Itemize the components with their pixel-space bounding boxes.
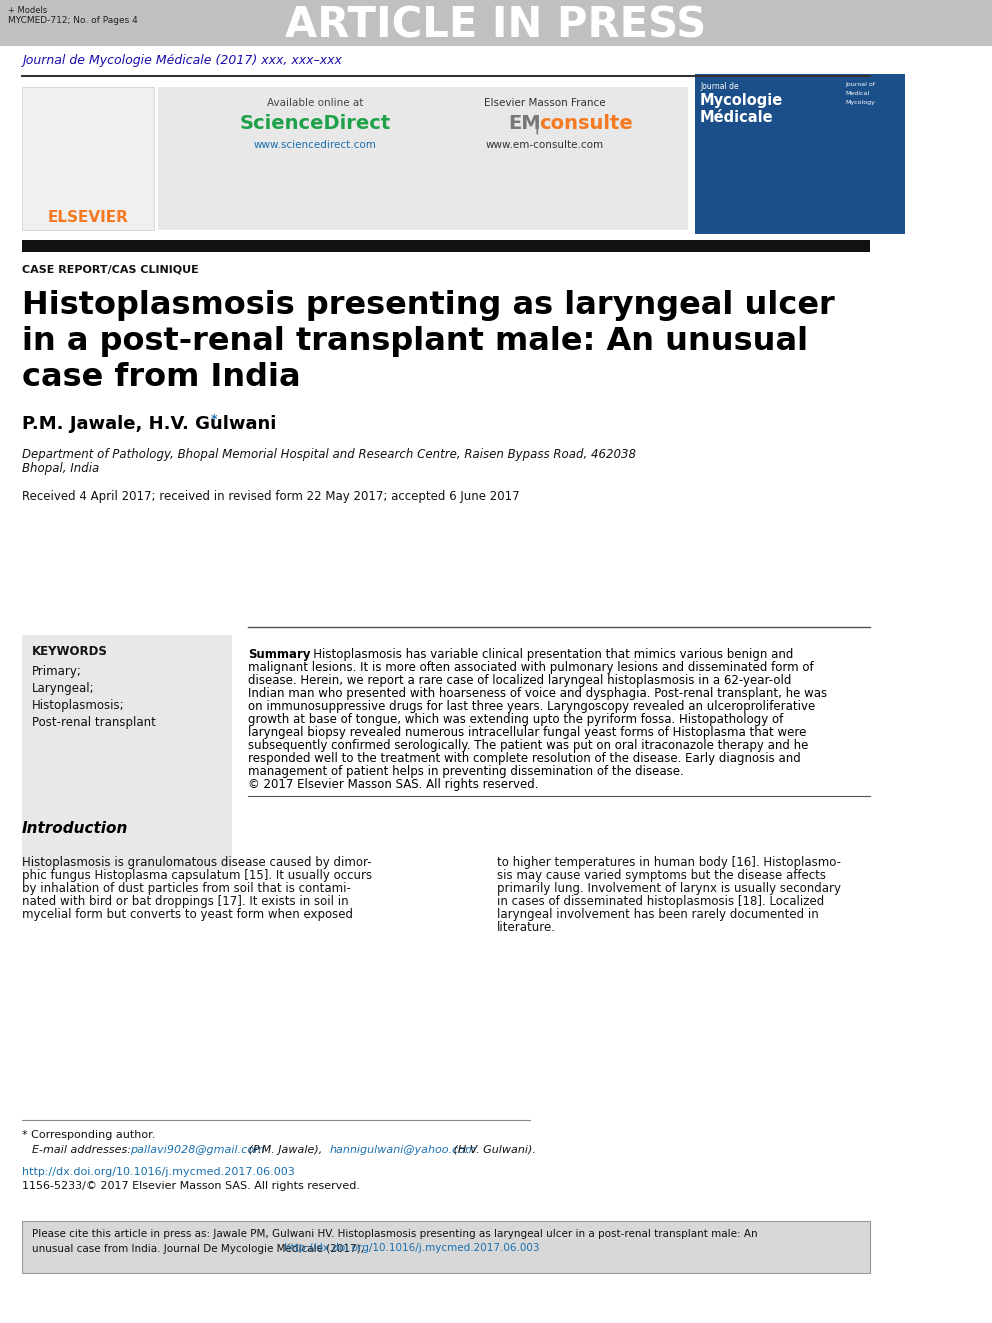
Text: unusual case from India. Journal De Mycologie Médicale (2017),: unusual case from India. Journal De Myco… <box>32 1244 367 1253</box>
Text: literature.: literature. <box>497 921 556 934</box>
Text: ARTICLE IN PRESS: ARTICLE IN PRESS <box>286 4 706 46</box>
Text: subsequently confirmed serologically. The patient was put on oral itraconazole t: subsequently confirmed serologically. Th… <box>248 740 808 751</box>
Text: http://dx.doi.org/10.1016/j.mycmed.2017.06.003: http://dx.doi.org/10.1016/j.mycmed.2017.… <box>284 1244 540 1253</box>
Text: Elsevier Masson France: Elsevier Masson France <box>484 98 606 108</box>
Text: Summary: Summary <box>248 648 310 662</box>
Text: hannigulwani@yahoo.com: hannigulwani@yahoo.com <box>330 1144 477 1155</box>
Text: disease. Herein, we report a rare case of localized laryngeal histoplasmosis in : disease. Herein, we report a rare case o… <box>248 673 792 687</box>
Text: Received 4 April 2017; received in revised form 22 May 2017; accepted 6 June 201: Received 4 April 2017; received in revis… <box>22 490 520 503</box>
Bar <box>695 74 905 234</box>
Text: phic fungus Histoplasma capsulatum [15]. It usually occurs: phic fungus Histoplasma capsulatum [15].… <box>22 869 372 882</box>
Text: Indian man who presented with hoarseness of voice and dysphagia. Post-renal tran: Indian man who presented with hoarseness… <box>248 687 827 700</box>
Text: Journal de: Journal de <box>700 82 739 91</box>
Text: in a post-renal transplant male: An unusual: in a post-renal transplant male: An unus… <box>22 325 808 357</box>
Text: *: * <box>211 413 217 426</box>
Text: consulte: consulte <box>539 114 633 134</box>
Text: management of patient helps in preventing dissemination of the disease.: management of patient helps in preventin… <box>248 765 683 778</box>
Text: ELSEVIER: ELSEVIER <box>48 210 128 225</box>
Bar <box>22 635 232 871</box>
Text: http://dx.doi.org/10.1016/j.mycmed.2017.06.003: http://dx.doi.org/10.1016/j.mycmed.2017.… <box>22 1167 295 1177</box>
Text: www.em-consulte.com: www.em-consulte.com <box>486 140 604 149</box>
Bar <box>22 87 154 230</box>
Text: Histoplasmosis has variable clinical presentation that mimics various benign and: Histoplasmosis has variable clinical pre… <box>302 648 794 662</box>
Text: E-mail addresses:: E-mail addresses: <box>32 1144 131 1155</box>
Bar <box>158 87 688 230</box>
Text: Histoplasmosis presenting as laryngeal ulcer: Histoplasmosis presenting as laryngeal u… <box>22 290 834 321</box>
Text: Mycologie: Mycologie <box>700 93 784 108</box>
Text: Journal de Mycologie Médicale (2017) xxx, xxx–xxx: Journal de Mycologie Médicale (2017) xxx… <box>22 54 342 67</box>
Text: nated with bird or bat droppings [17]. It exists in soil in: nated with bird or bat droppings [17]. I… <box>22 894 348 908</box>
Text: Available online at: Available online at <box>267 98 363 108</box>
Text: case from India: case from India <box>22 363 301 393</box>
Text: Primary;: Primary; <box>32 665 82 677</box>
Text: on immunosuppressive drugs for last three years. Laryngoscopy revealed an ulcero: on immunosuppressive drugs for last thre… <box>248 700 815 713</box>
Text: Medical: Medical <box>845 91 869 97</box>
Text: laryngeal biopsy revealed numerous intracellular fungal yeast forms of Histoplas: laryngeal biopsy revealed numerous intra… <box>248 726 806 740</box>
Text: Post-renal transplant: Post-renal transplant <box>32 716 156 729</box>
Text: MYCMED-712; No. of Pages 4: MYCMED-712; No. of Pages 4 <box>8 16 138 25</box>
Text: EM: EM <box>508 114 541 134</box>
Bar <box>22 1221 870 1273</box>
Text: KEYWORDS: KEYWORDS <box>32 646 108 658</box>
Text: Histoplasmosis is granulomatous disease caused by dimor-: Histoplasmosis is granulomatous disease … <box>22 856 372 869</box>
Text: + Models: + Models <box>8 7 48 15</box>
Text: Laryngeal;: Laryngeal; <box>32 681 94 695</box>
Text: mycelial form but converts to yeast form when exposed: mycelial form but converts to yeast form… <box>22 908 353 921</box>
Text: pallavi9028@gmail.com: pallavi9028@gmail.com <box>130 1144 265 1155</box>
Text: to higher temperatures in human body [16]. Histoplasmo-: to higher temperatures in human body [16… <box>497 856 841 869</box>
Text: Mycology: Mycology <box>845 101 875 105</box>
Text: growth at base of tongue, which was extending upto the pyriform fossa. Histopath: growth at base of tongue, which was exte… <box>248 713 784 726</box>
Text: Department of Pathology, Bhopal Memorial Hospital and Research Centre, Raisen By: Department of Pathology, Bhopal Memorial… <box>22 448 636 460</box>
Text: Journal of: Journal of <box>845 82 875 87</box>
Text: (P.M. Jawale),: (P.M. Jawale), <box>245 1144 322 1155</box>
Text: © 2017 Elsevier Masson SAS. All rights reserved.: © 2017 Elsevier Masson SAS. All rights r… <box>248 778 539 791</box>
Text: www.sciencedirect.com: www.sciencedirect.com <box>254 140 376 149</box>
Text: CASE REPORT/CAS CLINIQUE: CASE REPORT/CAS CLINIQUE <box>22 265 198 275</box>
Text: |: | <box>533 114 540 134</box>
Bar <box>0 0 992 46</box>
Text: sis may cause varied symptoms but the disease affects: sis may cause varied symptoms but the di… <box>497 869 826 882</box>
Text: Introduction: Introduction <box>22 822 128 836</box>
Text: Please cite this article in press as: Jawale PM, Gulwani HV. Histoplasmosis pres: Please cite this article in press as: Ja… <box>32 1229 758 1240</box>
Text: Médicale: Médicale <box>700 110 774 124</box>
Text: primarily lung. Involvement of larynx is usually secondary: primarily lung. Involvement of larynx is… <box>497 882 841 894</box>
Text: in cases of disseminated histoplasmosis [18]. Localized: in cases of disseminated histoplasmosis … <box>497 894 824 908</box>
Text: ScienceDirect: ScienceDirect <box>239 114 391 134</box>
Text: laryngeal involvement has been rarely documented in: laryngeal involvement has been rarely do… <box>497 908 818 921</box>
Text: malignant lesions. It is more often associated with pulmonary lesions and dissem: malignant lesions. It is more often asso… <box>248 662 813 673</box>
Text: (H.V. Gulwani).: (H.V. Gulwani). <box>450 1144 536 1155</box>
Text: 1156-5233/© 2017 Elsevier Masson SAS. All rights reserved.: 1156-5233/© 2017 Elsevier Masson SAS. Al… <box>22 1181 360 1191</box>
Bar <box>22 239 870 251</box>
Text: Bhopal, India: Bhopal, India <box>22 462 99 475</box>
Text: * Corresponding author.: * Corresponding author. <box>22 1130 156 1140</box>
Text: Histoplasmosis;: Histoplasmosis; <box>32 699 125 712</box>
Text: by inhalation of dust particles from soil that is contami-: by inhalation of dust particles from soi… <box>22 882 351 894</box>
Text: responded well to the treatment with complete resolution of the disease. Early d: responded well to the treatment with com… <box>248 751 801 765</box>
Text: P.M. Jawale, H.V. Gulwani: P.M. Jawale, H.V. Gulwani <box>22 415 277 433</box>
